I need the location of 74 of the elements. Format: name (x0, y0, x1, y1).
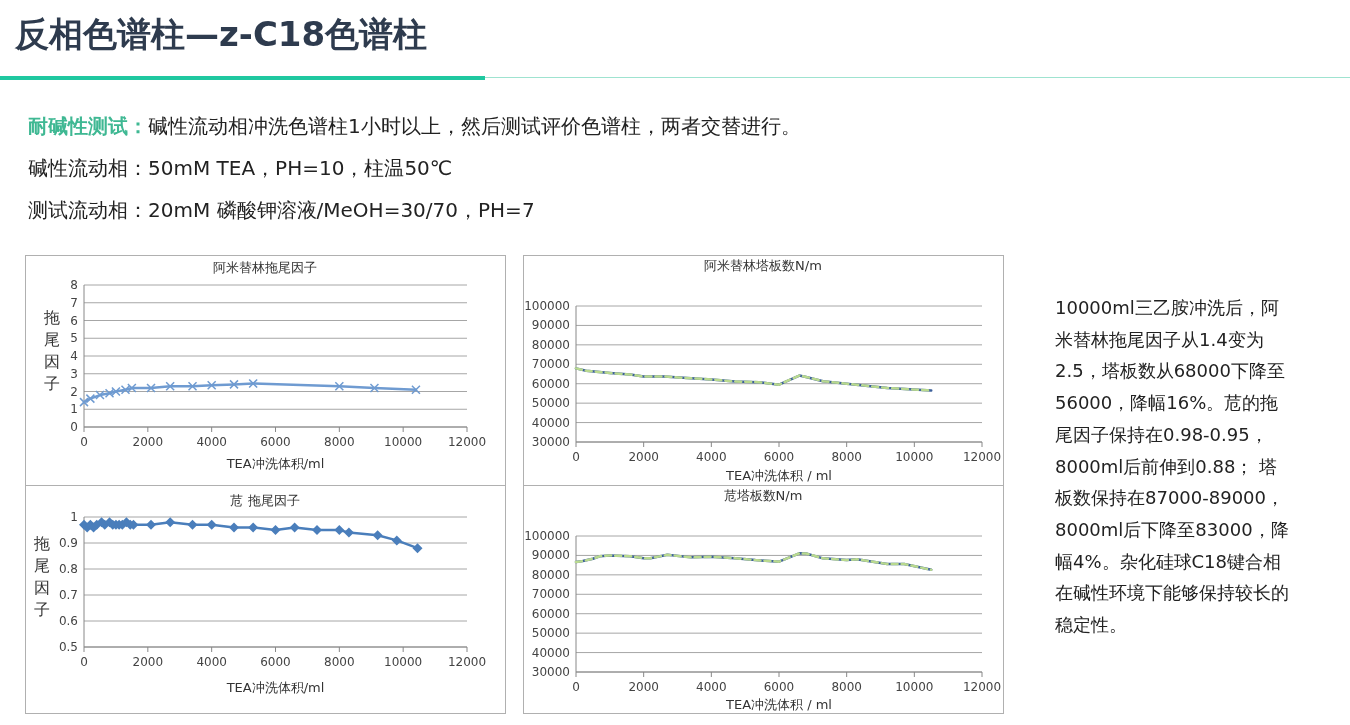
x-tick-label: 8000 (831, 680, 862, 694)
x-tick-label: 12000 (447, 655, 487, 669)
y-tick-label: 30000 (531, 435, 570, 449)
y-tick-label: 0.8 (58, 562, 78, 576)
chart-title: 苊塔板数N/m (723, 488, 803, 503)
y-tick-label: 50000 (531, 626, 570, 641)
y-tick-label: 0 (70, 420, 78, 434)
y-tick-label: 60000 (531, 376, 570, 391)
y-axis-title: 拖尾因子 (43, 308, 60, 393)
y-tick-label: 60000 (531, 606, 570, 621)
x-tick-label: 0 (80, 655, 88, 669)
x-tick-label: 8000 (831, 450, 862, 464)
y-tick-label: 0.5 (58, 640, 78, 654)
y-axis-title: 拖尾因子 (33, 534, 50, 619)
y-tick-label: 70000 (531, 587, 570, 602)
y-tick-label: 90000 (531, 548, 570, 563)
y-tick-label: 2 (70, 384, 78, 399)
y-tick-label: 4 (70, 349, 78, 363)
y-tick-label: 30000 (531, 665, 570, 679)
x-tick-label: 10000 (384, 655, 423, 669)
y-tick-label: 40000 (531, 645, 570, 660)
x-tick-label: 12000 (962, 680, 1002, 694)
x-tick-label: 0 (80, 435, 88, 449)
y-tick-label: 80000 (531, 567, 570, 582)
x-axis-title: TEA冲洗体积/ml (225, 680, 325, 695)
text: 反相色谱柱—z-C18色谱柱 (15, 13, 428, 56)
y-tick-label: 1 (70, 402, 78, 417)
x-tick-label: 2000 (132, 435, 164, 449)
y-tick-label: 100000 (524, 299, 570, 313)
text: 碱性流动相：50mM TEA，PH=10，柱温50℃ (28, 155, 453, 182)
x-tick-label: 4000 (696, 450, 727, 464)
x-tick-label: 2000 (628, 450, 659, 464)
y-tick-label: 50000 (531, 396, 570, 411)
x-tick-label: 6000 (763, 680, 795, 694)
chart-title: 阿米替林塔板数N/m (704, 258, 822, 273)
y-tick-label: 0.7 (58, 588, 78, 602)
text: 测试流动相：20mM 磷酸钾溶液/MeOH=30/70，PH=7 (28, 197, 535, 224)
x-tick-label: 2000 (628, 680, 659, 694)
x-tick-label: 12000 (447, 435, 487, 449)
x-tick-label: 0 (572, 450, 580, 464)
x-tick-label: 6000 (763, 450, 795, 464)
y-tick-label: 0.9 (58, 536, 78, 550)
y-tick-label: 1 (70, 510, 78, 524)
x-axis-title: TEA冲洗体积/ml (225, 456, 325, 471)
x-tick-label: 8000 (324, 655, 355, 669)
y-tick-label: 3 (70, 366, 78, 381)
y-tick-label: 40000 (531, 415, 570, 430)
x-tick-label: 4000 (696, 680, 727, 694)
x-tick-label: 8000 (324, 435, 355, 449)
x-tick-label: 6000 (260, 435, 291, 449)
y-tick-label: 70000 (531, 357, 570, 372)
x-axis-title: TEA冲洗体积 / ml (725, 697, 832, 712)
y-tick-label: 6 (70, 313, 78, 328)
x-tick-label: 10000 (384, 435, 423, 449)
x-tick-label: 10000 (895, 450, 934, 464)
text: 耐碱性测试：碱性流动相冲洗色谱柱1小时以上，然后测试评价色谱柱，两者交替进行。 (28, 113, 801, 140)
chart-title: 苊 拖尾因子 (230, 493, 300, 508)
y-tick-label: 80000 (531, 337, 570, 352)
y-tick-label: 0.6 (58, 614, 78, 628)
x-tick-label: 10000 (895, 680, 934, 694)
y-tick-label: 8 (70, 278, 78, 292)
x-tick-label: 2000 (132, 655, 164, 669)
y-tick-label: 7 (70, 295, 78, 310)
x-tick-label: 0 (572, 680, 580, 694)
x-tick-label: 6000 (260, 655, 291, 669)
x-tick-label: 4000 (196, 435, 227, 449)
x-axis-title: TEA冲洗体积 / ml (725, 468, 832, 483)
text: 10000ml三乙胺冲洗后，阿米替林拖尾因子从1.4变为2.5，塔板数从68000下降至56000，降幅16%。苊的拖尾因子保持在0.98-0.95，8000ml后前伸到0.88； 塔板数保持在87000-89000，8000ml后下降至83000，降幅4%。杂化硅球C18键合相在碱性环境下能够保持较长的稳定性。 (1055, 297, 1289, 636)
y-tick-label: 5 (70, 331, 78, 346)
y-tick-label: 100000 (524, 529, 570, 543)
y-tick-label: 90000 (531, 318, 570, 333)
x-tick-label: 4000 (196, 655, 227, 669)
chart-title: 阿米替林拖尾因子 (213, 260, 317, 275)
x-tick-label: 12000 (962, 450, 1002, 464)
